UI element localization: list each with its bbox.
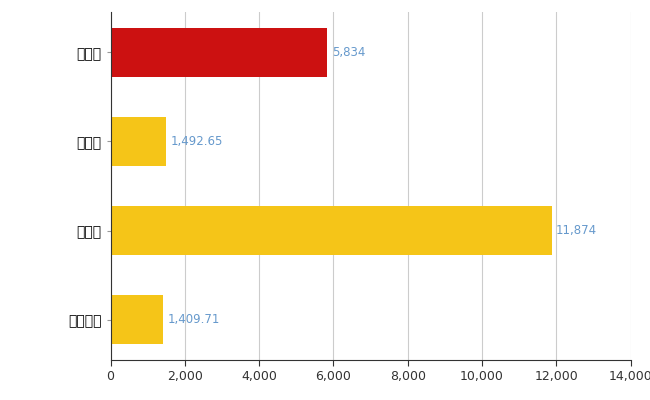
Bar (111, 206, 552, 255)
Text: 5,834: 5,834 (332, 46, 365, 59)
Text: 11,874: 11,874 (556, 224, 597, 237)
Bar (111, 117, 166, 166)
Bar (111, 295, 163, 344)
Text: 1,409.71: 1,409.71 (167, 313, 220, 326)
Text: 1,492.65: 1,492.65 (170, 135, 223, 148)
Bar (111, 28, 327, 77)
